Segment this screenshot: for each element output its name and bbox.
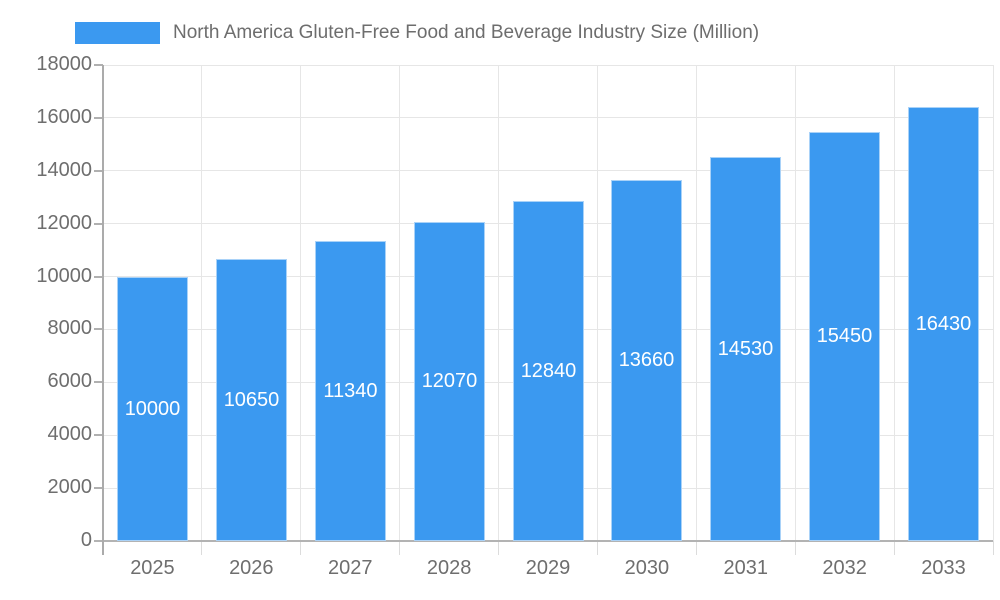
legend-item[interactable]: North America Gluten-Free Food and Bever… — [75, 20, 759, 46]
y-axis-tick-label: 10000 — [36, 264, 92, 287]
bar-value-label: 14530 — [717, 337, 774, 360]
gridline-horizontal — [103, 170, 993, 172]
y-axis-tick-label: 6000 — [47, 370, 93, 393]
x-axis-tick — [201, 541, 203, 555]
y-axis-tick — [94, 222, 103, 225]
bar-2026[interactable]: 10650 — [216, 259, 287, 541]
x-axis-tick — [695, 541, 697, 555]
x-axis-tick — [399, 541, 401, 555]
x-axis-tick — [596, 541, 598, 555]
bar-2030[interactable]: 13660 — [611, 180, 682, 541]
bar-value-label: 10000 — [124, 397, 181, 420]
y-axis-tick-label: 18000 — [36, 53, 92, 75]
y-axis-tick-label: 4000 — [47, 423, 93, 446]
gridline-vertical — [498, 65, 500, 541]
y-axis-tick — [94, 116, 103, 119]
gridline-horizontal — [103, 64, 993, 66]
x-axis-tick — [893, 541, 895, 555]
bar-value-label: 12070 — [421, 370, 478, 392]
x-axis-tick — [498, 541, 500, 555]
bar-2028[interactable]: 12070 — [414, 222, 485, 541]
bar-2032[interactable]: 15450 — [809, 132, 880, 541]
x-axis-line — [94, 540, 993, 542]
y-axis-tick — [94, 275, 103, 278]
bar-value-label: 11340 — [323, 379, 378, 402]
bar-value-label: 10650 — [223, 388, 280, 411]
bar-2029[interactable]: 12840 — [513, 201, 584, 541]
gridline-vertical — [596, 65, 598, 541]
y-axis-tick — [94, 434, 103, 437]
gridline-vertical — [695, 65, 697, 541]
x-axis-tick — [300, 541, 302, 555]
legend-label: North America Gluten-Free Food and Bever… — [173, 22, 760, 43]
bar-2033[interactable]: 16430 — [908, 107, 979, 541]
bar-2027[interactable]: 11340 — [315, 241, 386, 541]
y-axis-tick-label: 12000 — [36, 211, 92, 234]
x-axis-tick-label: 2028 — [426, 557, 472, 579]
bar-2025[interactable]: 10000 — [117, 277, 188, 541]
x-axis-tick-label: 2027 — [327, 557, 373, 579]
bar-value-label: 12840 — [520, 359, 577, 382]
x-axis-tick-label: 2026 — [229, 557, 274, 579]
x-axis-tick-label: 2030 — [624, 557, 670, 579]
y-axis-tick-label: 2000 — [47, 476, 93, 499]
gridline-horizontal — [103, 117, 993, 119]
bar-value-label: 16430 — [915, 312, 972, 335]
gridline-vertical — [300, 65, 302, 541]
x-axis-tick-label: 2031 — [723, 557, 769, 579]
y-axis-tick — [94, 64, 103, 66]
x-axis-tick — [794, 541, 796, 555]
y-axis-tick-label: 0 — [80, 529, 92, 551]
x-axis-tick — [992, 541, 994, 555]
y-axis-tick-label: 8000 — [47, 317, 93, 340]
gridline-vertical — [201, 65, 203, 541]
gridline-vertical — [893, 65, 895, 541]
gridline-vertical — [992, 65, 994, 541]
y-axis-tick — [94, 381, 103, 384]
y-axis-tick — [94, 328, 103, 331]
bar-value-label: 13660 — [618, 349, 675, 371]
bar-value-label: 15450 — [816, 325, 873, 347]
y-axis-tick-label: 16000 — [36, 105, 92, 128]
y-axis-line — [102, 65, 104, 555]
gridline-vertical — [399, 65, 401, 541]
x-axis-tick-label: 2033 — [921, 557, 966, 579]
x-axis-tick-label: 2032 — [822, 557, 867, 579]
x-axis-tick-label: 2025 — [130, 557, 175, 579]
legend-swatch — [75, 22, 160, 44]
bar-2031[interactable]: 14530 — [710, 157, 781, 541]
x-axis-tick-label: 2029 — [525, 557, 571, 579]
y-axis-tick — [94, 169, 103, 172]
plot-area: 10000 10650 11340 12070 12840 13660 14530 15450… — [94, 64, 994, 555]
gridline-vertical — [794, 65, 796, 541]
y-axis-tick — [94, 487, 103, 490]
y-axis-tick-label: 14000 — [36, 158, 92, 181]
